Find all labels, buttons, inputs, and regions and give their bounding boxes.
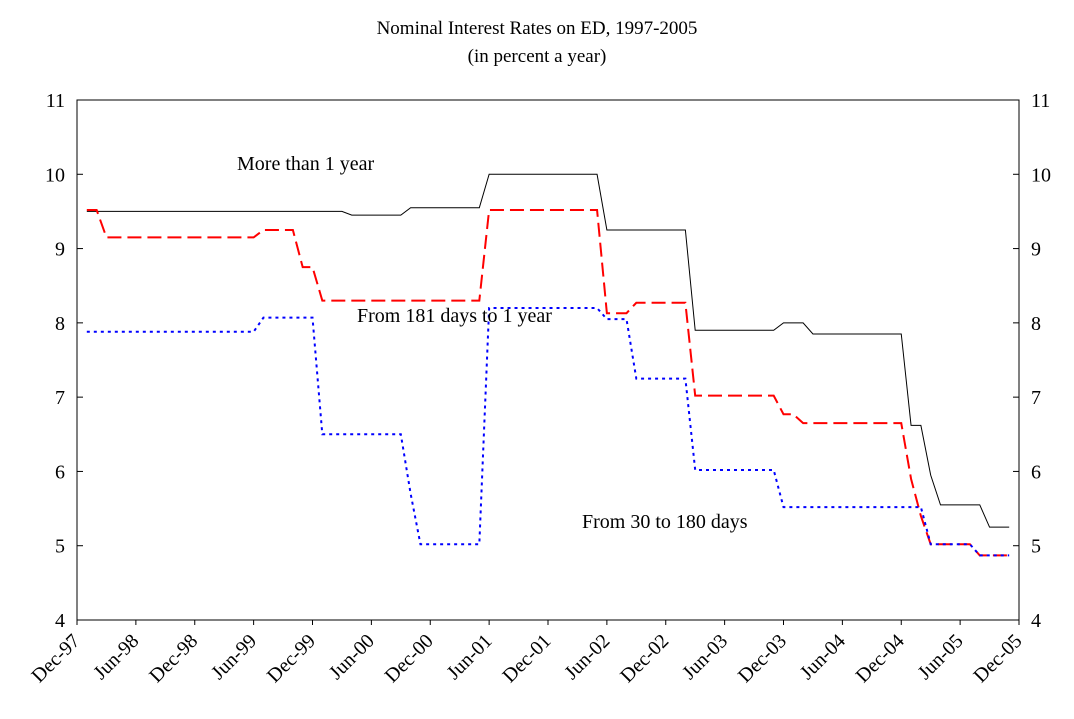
chart-subtitle: (in percent a year) (468, 46, 607, 67)
y-tick-label: 8 (55, 313, 65, 335)
y2-tick-label: 11 (1031, 90, 1050, 112)
y2-tick-label: 7 (1031, 387, 1041, 409)
y2-tick-label: 5 (1031, 536, 1041, 558)
x-tick-label: Dec-00 (381, 630, 438, 687)
x-tick-label: Dec-02 (616, 630, 673, 687)
x-tick-label: Dec-99 (263, 630, 320, 687)
y-tick-label: 9 (55, 239, 65, 261)
x-tick-label: Jun-00 (325, 630, 379, 684)
plot-frame (76, 99, 1020, 621)
x-tick-label: Jun-05 (914, 630, 968, 684)
x-tick-label: Jun-01 (443, 630, 497, 684)
x-tick-label: Jun-99 (207, 630, 261, 684)
y-tick-label: 11 (46, 90, 65, 112)
y2-tick-label: 6 (1031, 461, 1041, 483)
y-tick-label: 4 (55, 610, 65, 632)
y-tick-label: 10 (45, 164, 65, 186)
x-tick-label: Dec-04 (852, 630, 909, 687)
series-line (86, 307, 1010, 557)
y2-tick-label: 4 (1031, 610, 1041, 632)
series-label: More than 1 year (237, 153, 375, 175)
y2-tick-label: 8 (1031, 313, 1041, 335)
y-tick-label: 5 (55, 536, 65, 558)
series-line (86, 173, 1010, 528)
chart-title: Nominal Interest Rates on ED, 1997-2005 (377, 18, 698, 39)
x-tick-label: Jun-02 (560, 630, 614, 684)
x-tick-label: Dec-03 (734, 630, 791, 687)
series-label: From 181 days to 1 year (357, 305, 552, 327)
y-tick-label: 6 (55, 461, 65, 483)
x-tick-label: Dec-98 (145, 630, 202, 687)
series-line (86, 208, 1010, 557)
x-tick-label: Dec-05 (969, 630, 1026, 687)
x-tick-label: Dec-97 (27, 630, 84, 687)
x-tick-label: Dec-01 (498, 630, 555, 687)
x-tick-label: Jun-04 (796, 630, 850, 684)
y2-tick-label: 10 (1031, 164, 1051, 186)
y-tick-label: 7 (55, 387, 65, 409)
x-tick-label: Jun-03 (678, 630, 732, 684)
y2-tick-label: 9 (1031, 239, 1041, 261)
series-label: From 30 to 180 days (582, 511, 748, 533)
x-tick-label: Jun-98 (89, 630, 143, 684)
